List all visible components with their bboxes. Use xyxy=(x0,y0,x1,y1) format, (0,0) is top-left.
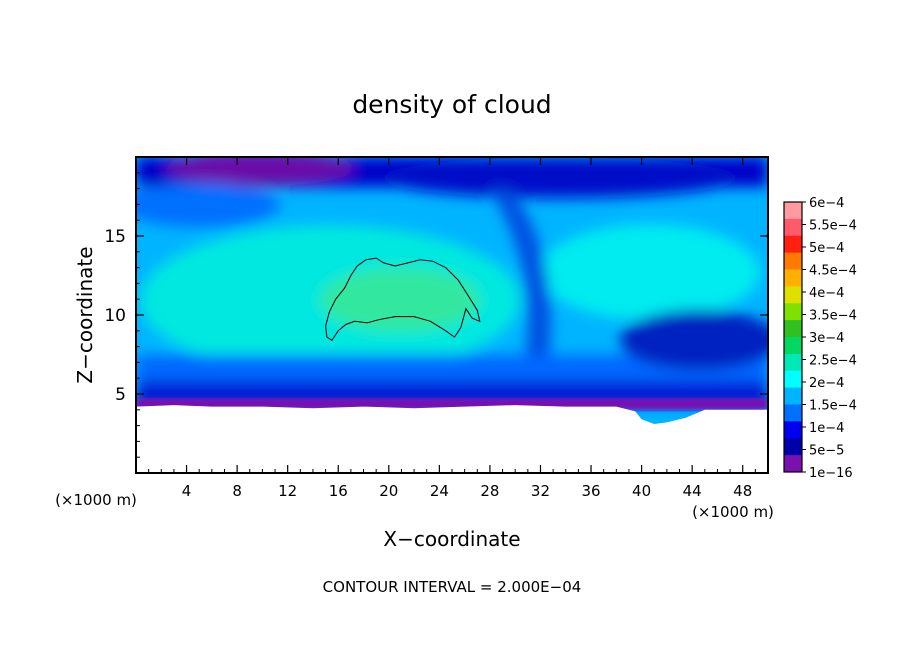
x-tick-label: 40 xyxy=(632,482,651,500)
y-tick-label: 15 xyxy=(104,227,126,247)
colorbar-swatch xyxy=(784,218,802,237)
field-core-green xyxy=(320,268,480,332)
colorbar-label: 4e−4 xyxy=(809,286,844,301)
field-top-purple xyxy=(165,157,355,186)
y-unit-label: (×1000 m) xyxy=(55,491,137,509)
colorbar-swatch xyxy=(784,421,802,439)
colorbar-label: 4.5e−4 xyxy=(809,264,857,279)
x-unit-label: (×1000 m) xyxy=(692,503,774,521)
colorbar-swatch xyxy=(784,202,802,220)
field-upper-blue-left xyxy=(136,183,280,227)
x-tick-label: 28 xyxy=(480,482,499,500)
x-tick-label: 36 xyxy=(581,482,600,500)
y-tick-label: 10 xyxy=(104,306,126,326)
colorbar-swatch xyxy=(784,455,802,473)
colorbar-label: 3.5e−4 xyxy=(809,309,857,324)
heatmap-field xyxy=(136,157,768,473)
colorbar-label: 2.5e−4 xyxy=(809,354,857,369)
colorbar-label: 1e−16 xyxy=(809,466,853,481)
colorbar-swatch xyxy=(784,353,802,372)
colorbar-label: 5e−5 xyxy=(809,444,844,459)
colorbar-swatch xyxy=(784,320,802,338)
x-tick-label: 4 xyxy=(182,482,192,500)
y-tick-label: 5 xyxy=(115,385,126,405)
field-top-dark-right xyxy=(380,158,740,198)
colorbar-swatch xyxy=(784,370,802,389)
field-diagonal-streak xyxy=(490,190,551,390)
x-tick-label: 24 xyxy=(430,482,449,500)
x-tick-label: 16 xyxy=(329,482,348,500)
colorbar-label: 1.5e−4 xyxy=(809,399,857,414)
colorbar-swatch xyxy=(784,235,802,254)
colorbar-label: 1e−4 xyxy=(809,421,844,436)
x-tick-label: 32 xyxy=(531,482,550,500)
terrain-mask xyxy=(136,405,768,473)
colorbar-swatch xyxy=(784,337,802,355)
colorbar-swatch xyxy=(784,438,802,456)
colorbar-label: 6e−4 xyxy=(809,196,844,211)
colorbar-swatch xyxy=(784,387,802,405)
x-axis-label: X−coordinate xyxy=(383,527,520,551)
colorbar-label: 5e−4 xyxy=(809,241,844,256)
x-tick-label: 48 xyxy=(733,482,752,500)
colorbar-swatch xyxy=(784,269,802,287)
y-axis-label: Z−coordinate xyxy=(73,246,97,383)
contour-line-2e-4 xyxy=(325,257,481,341)
x-tick-label: 44 xyxy=(683,482,702,500)
x-tick-label: 12 xyxy=(278,482,297,500)
contour-interval-footer: CONTOUR INTERVAL = 2.000E−04 xyxy=(323,578,582,596)
colorbar-label: 2e−4 xyxy=(809,376,844,391)
colorbar-label: 5.5e−4 xyxy=(809,219,857,234)
x-axis: 4 8 12 16 20 24 28 32 36 40 44 48 xyxy=(148,157,756,500)
colorbar-swatch xyxy=(784,252,802,270)
colorbar: 6e−4 5.5e−4 5e−4 4.5e−4 4e−4 3.5e−4 3e−4 2.5e−4… xyxy=(783,196,857,481)
field-right-dark-blob xyxy=(620,310,768,370)
chart-title: density of cloud xyxy=(352,90,551,119)
x-tick-label: 20 xyxy=(379,482,398,500)
colorbar-swatch xyxy=(784,286,802,304)
field-right-cyan xyxy=(540,224,760,320)
colorbar-swatch xyxy=(784,404,802,422)
y-axis: 5 10 15 xyxy=(104,172,768,458)
colorbar-label: 3e−4 xyxy=(809,331,844,346)
x-tick-label: 8 xyxy=(232,482,242,500)
colorbar-swatch xyxy=(784,303,802,321)
